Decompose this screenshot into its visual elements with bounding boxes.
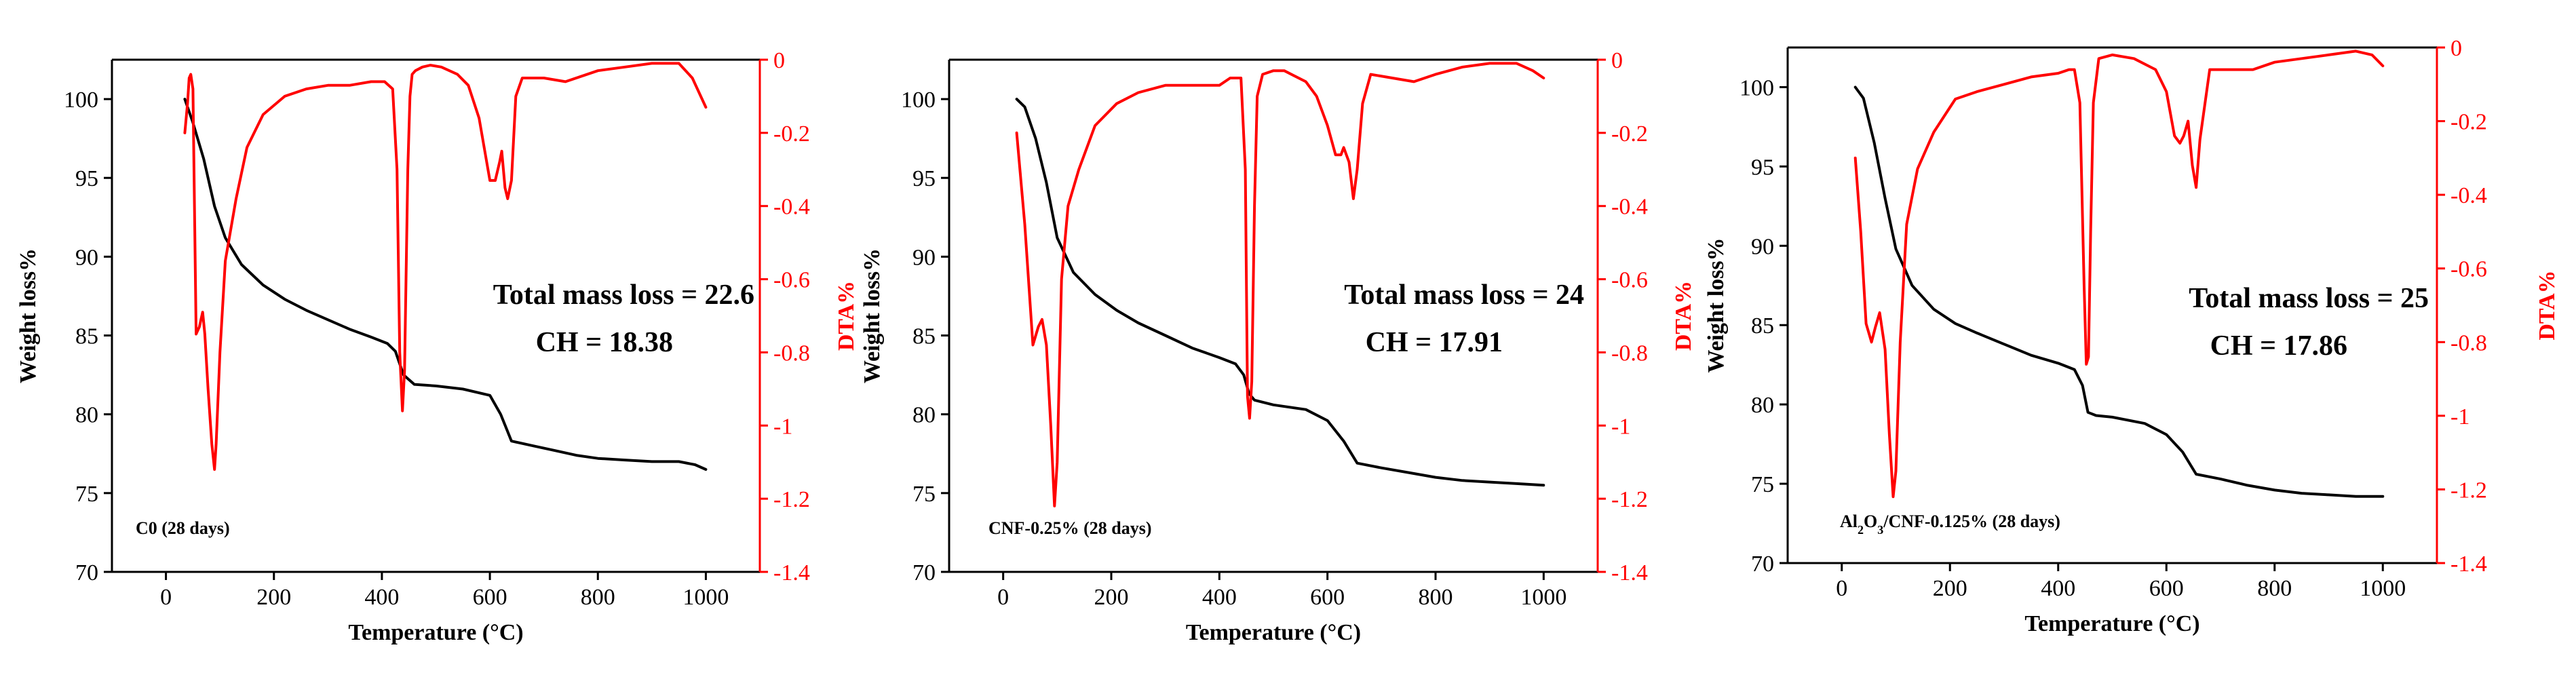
y-tick-label: 95: [912, 166, 936, 191]
y-tick-label: 95: [75, 166, 98, 191]
y-axis-title: Weight loss%: [1704, 237, 1729, 372]
y-tick-label: 100: [901, 88, 936, 113]
x-tick-label: 400: [364, 585, 399, 610]
x-tick-label: 1000: [683, 585, 729, 610]
y-tick-label: 95: [1751, 155, 1774, 180]
y2-tick-label: -1.4: [773, 560, 810, 585]
y2-tick-label: -0.8: [773, 341, 810, 366]
chart-panel-2: 0 200 400 600 800 1000 70 75 80 85 90 95 100 -1.4 -1.2…: [860, 48, 1696, 645]
x-tick-label: 200: [1094, 585, 1129, 610]
y2-tick-label: -0.2: [773, 121, 810, 147]
x-tick-label: 800: [581, 585, 615, 610]
y2-axis-title: DTA%: [2535, 270, 2560, 340]
sample-label: Al2O3/CNF-0.125% (28 days): [1840, 512, 2060, 537]
dta-series-line: [183, 62, 708, 471]
x-tick-label: 0: [997, 585, 1009, 610]
ch-annotation: CH = 18.38: [536, 327, 673, 358]
y-tick-label: 85: [912, 324, 936, 349]
x-axis-title: Temperature (°C): [348, 620, 523, 645]
chart-panel-3: 0 200 400 600 800 1000 70 75 80 85 90 95 100 -1.4 -1.2…: [1704, 36, 2560, 636]
y2-tick-label: 0: [773, 48, 785, 73]
x-tick-label: 800: [2257, 576, 2292, 601]
x-tick-label: 200: [1933, 576, 1967, 601]
y-tick-label: 85: [1751, 313, 1774, 339]
x-tick-label: 400: [2041, 576, 2075, 601]
total-mass-loss-annotation: Total mass loss = 25: [2189, 283, 2429, 314]
y-axis-title: Weight loss%: [16, 248, 41, 383]
y-tick-label: 90: [912, 245, 936, 270]
y-axis-title: Weight loss%: [860, 248, 885, 383]
y-tick-label: 70: [75, 560, 98, 585]
y-tick-label: 100: [64, 88, 98, 113]
y2-tick-label: -1.2: [773, 487, 810, 512]
x-tick-label: 1000: [2360, 576, 2406, 601]
x-tick-label: 400: [1202, 585, 1237, 610]
y2-tick-label: -1.2: [1611, 487, 1648, 512]
total-mass-loss-annotation: Total mass loss = 22.6: [493, 279, 754, 311]
y2-axis-title: DTA%: [834, 281, 859, 351]
x-tick-label: 800: [1419, 585, 1453, 610]
y-tick-label: 80: [1751, 393, 1774, 418]
y2-tick-label: -0.4: [1611, 195, 1648, 220]
y2-tick-label: -0.8: [1611, 341, 1648, 366]
sample-label: C0 (28 days): [136, 518, 230, 538]
ch-annotation: CH = 17.91: [1366, 327, 1503, 358]
y-tick-label: 90: [1751, 234, 1774, 259]
y-tick-label: 70: [912, 560, 936, 585]
x-tick-label: 600: [473, 585, 507, 610]
y-tick-label: 75: [75, 482, 98, 507]
y2-tick-label: -0.6: [2450, 257, 2487, 282]
y-tick-label: 80: [75, 403, 98, 428]
x-tick-label: 200: [256, 585, 291, 610]
y2-tick-label: -1: [773, 414, 792, 439]
weight-loss-series-line: [183, 98, 708, 471]
dta-series-line: [1853, 50, 2385, 499]
y2-tick-label: -0.6: [1611, 268, 1648, 293]
y2-tick-label: -1: [2450, 404, 2469, 429]
y-tick-label: 85: [75, 324, 98, 349]
y2-tick-label: -0.4: [773, 195, 810, 220]
x-axis-title: Temperature (°C): [1186, 620, 1361, 645]
x-tick-label: 0: [160, 585, 172, 610]
total-mass-loss-annotation: Total mass loss = 24: [1344, 279, 1584, 311]
y-tick-label: 75: [1751, 472, 1774, 497]
y2-tick-label: -1.4: [2450, 552, 2487, 577]
y2-axis-title: DTA%: [1671, 281, 1696, 351]
y2-tick-label: 0: [1611, 48, 1623, 73]
y-tick-label: 70: [1751, 552, 1774, 577]
y2-tick-label: -1.2: [2450, 478, 2487, 503]
y2-tick-label: -0.6: [773, 268, 810, 293]
y2-tick-label: -1: [1611, 414, 1630, 439]
chart-panel-1: 0 200 400 600 800 1000 70 75 80 85 90 95 100 -1.4 -1.2…: [16, 48, 859, 645]
x-axis-title: Temperature (°C): [2024, 611, 2199, 636]
sample-label: CNF-0.25% (28 days): [988, 518, 1152, 538]
y2-tick-label: -0.2: [2450, 110, 2487, 135]
y-tick-label: 100: [1739, 75, 1774, 100]
x-tick-label: 0: [1836, 576, 1847, 601]
ch-annotation: CH = 17.86: [2210, 330, 2347, 362]
y2-tick-label: -0.2: [1611, 121, 1648, 147]
y2-tick-label: 0: [2450, 36, 2462, 61]
y-tick-label: 90: [75, 245, 98, 270]
y2-tick-label: -1.4: [1611, 560, 1648, 585]
y2-tick-label: -0.8: [2450, 330, 2487, 355]
x-tick-label: 600: [1310, 585, 1345, 610]
dta-series-line: [1015, 62, 1545, 507]
x-tick-label: 600: [2149, 576, 2184, 601]
y2-tick-label: -0.4: [2450, 183, 2487, 208]
y-tick-label: 80: [912, 403, 936, 428]
y-tick-label: 75: [912, 482, 936, 507]
x-tick-label: 1000: [1520, 585, 1566, 610]
